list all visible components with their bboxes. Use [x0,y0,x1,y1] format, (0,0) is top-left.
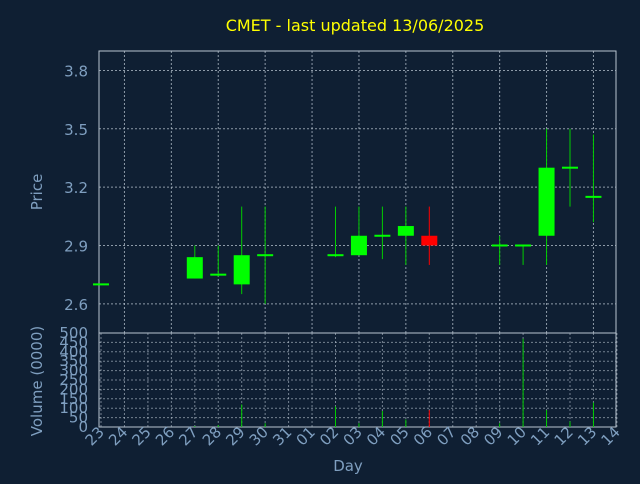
x-axis-label: Day [333,457,363,475]
candle-body [93,283,109,286]
candle-body [491,244,508,247]
volume-tick-label: 200 [59,380,88,398]
price-tick-label: 3.8 [64,62,88,80]
candle-body [585,195,602,198]
price-tick-label: 2.9 [64,237,88,255]
candle-layer [93,128,602,304]
candle-body [210,273,227,276]
candle-body [421,235,438,246]
candle-body [257,254,274,257]
volume-tick-label: 0 [78,418,88,436]
volume-tick-label: 50 [69,409,88,427]
price-axis-label: Price [28,174,46,211]
candle-body [562,166,578,169]
frame-layer [98,50,617,428]
candle-body [515,244,532,247]
price-panel-frame [98,50,617,334]
volume-tick-label: 500 [59,324,88,342]
volume-tick-label: 150 [59,390,88,408]
volume-tick-label: 100 [59,399,88,417]
volume-tick-label: 450 [59,333,88,351]
volume-tick-label: 250 [59,371,88,389]
candle-body [186,257,203,279]
candle-body [327,254,344,257]
candle-body [397,226,414,236]
candle-body [538,167,555,236]
candle-body [350,235,367,256]
volume-tick-label: 350 [59,352,88,370]
volume-tick-label: 300 [59,362,88,380]
volume-axis-label: Volume (0000) [28,326,46,436]
price-tick-label: 3.5 [64,121,88,139]
candle-body [374,234,391,237]
price-tick-label: 3.2 [64,179,88,197]
chart-title: CMET - last updated 13/06/2025 [226,16,485,35]
volume-panel-frame [98,332,617,428]
price-tick-label: 2.6 [64,296,88,314]
volume-tick-label: 400 [59,343,88,361]
volume-layer [194,338,594,427]
candle-body [233,255,250,285]
